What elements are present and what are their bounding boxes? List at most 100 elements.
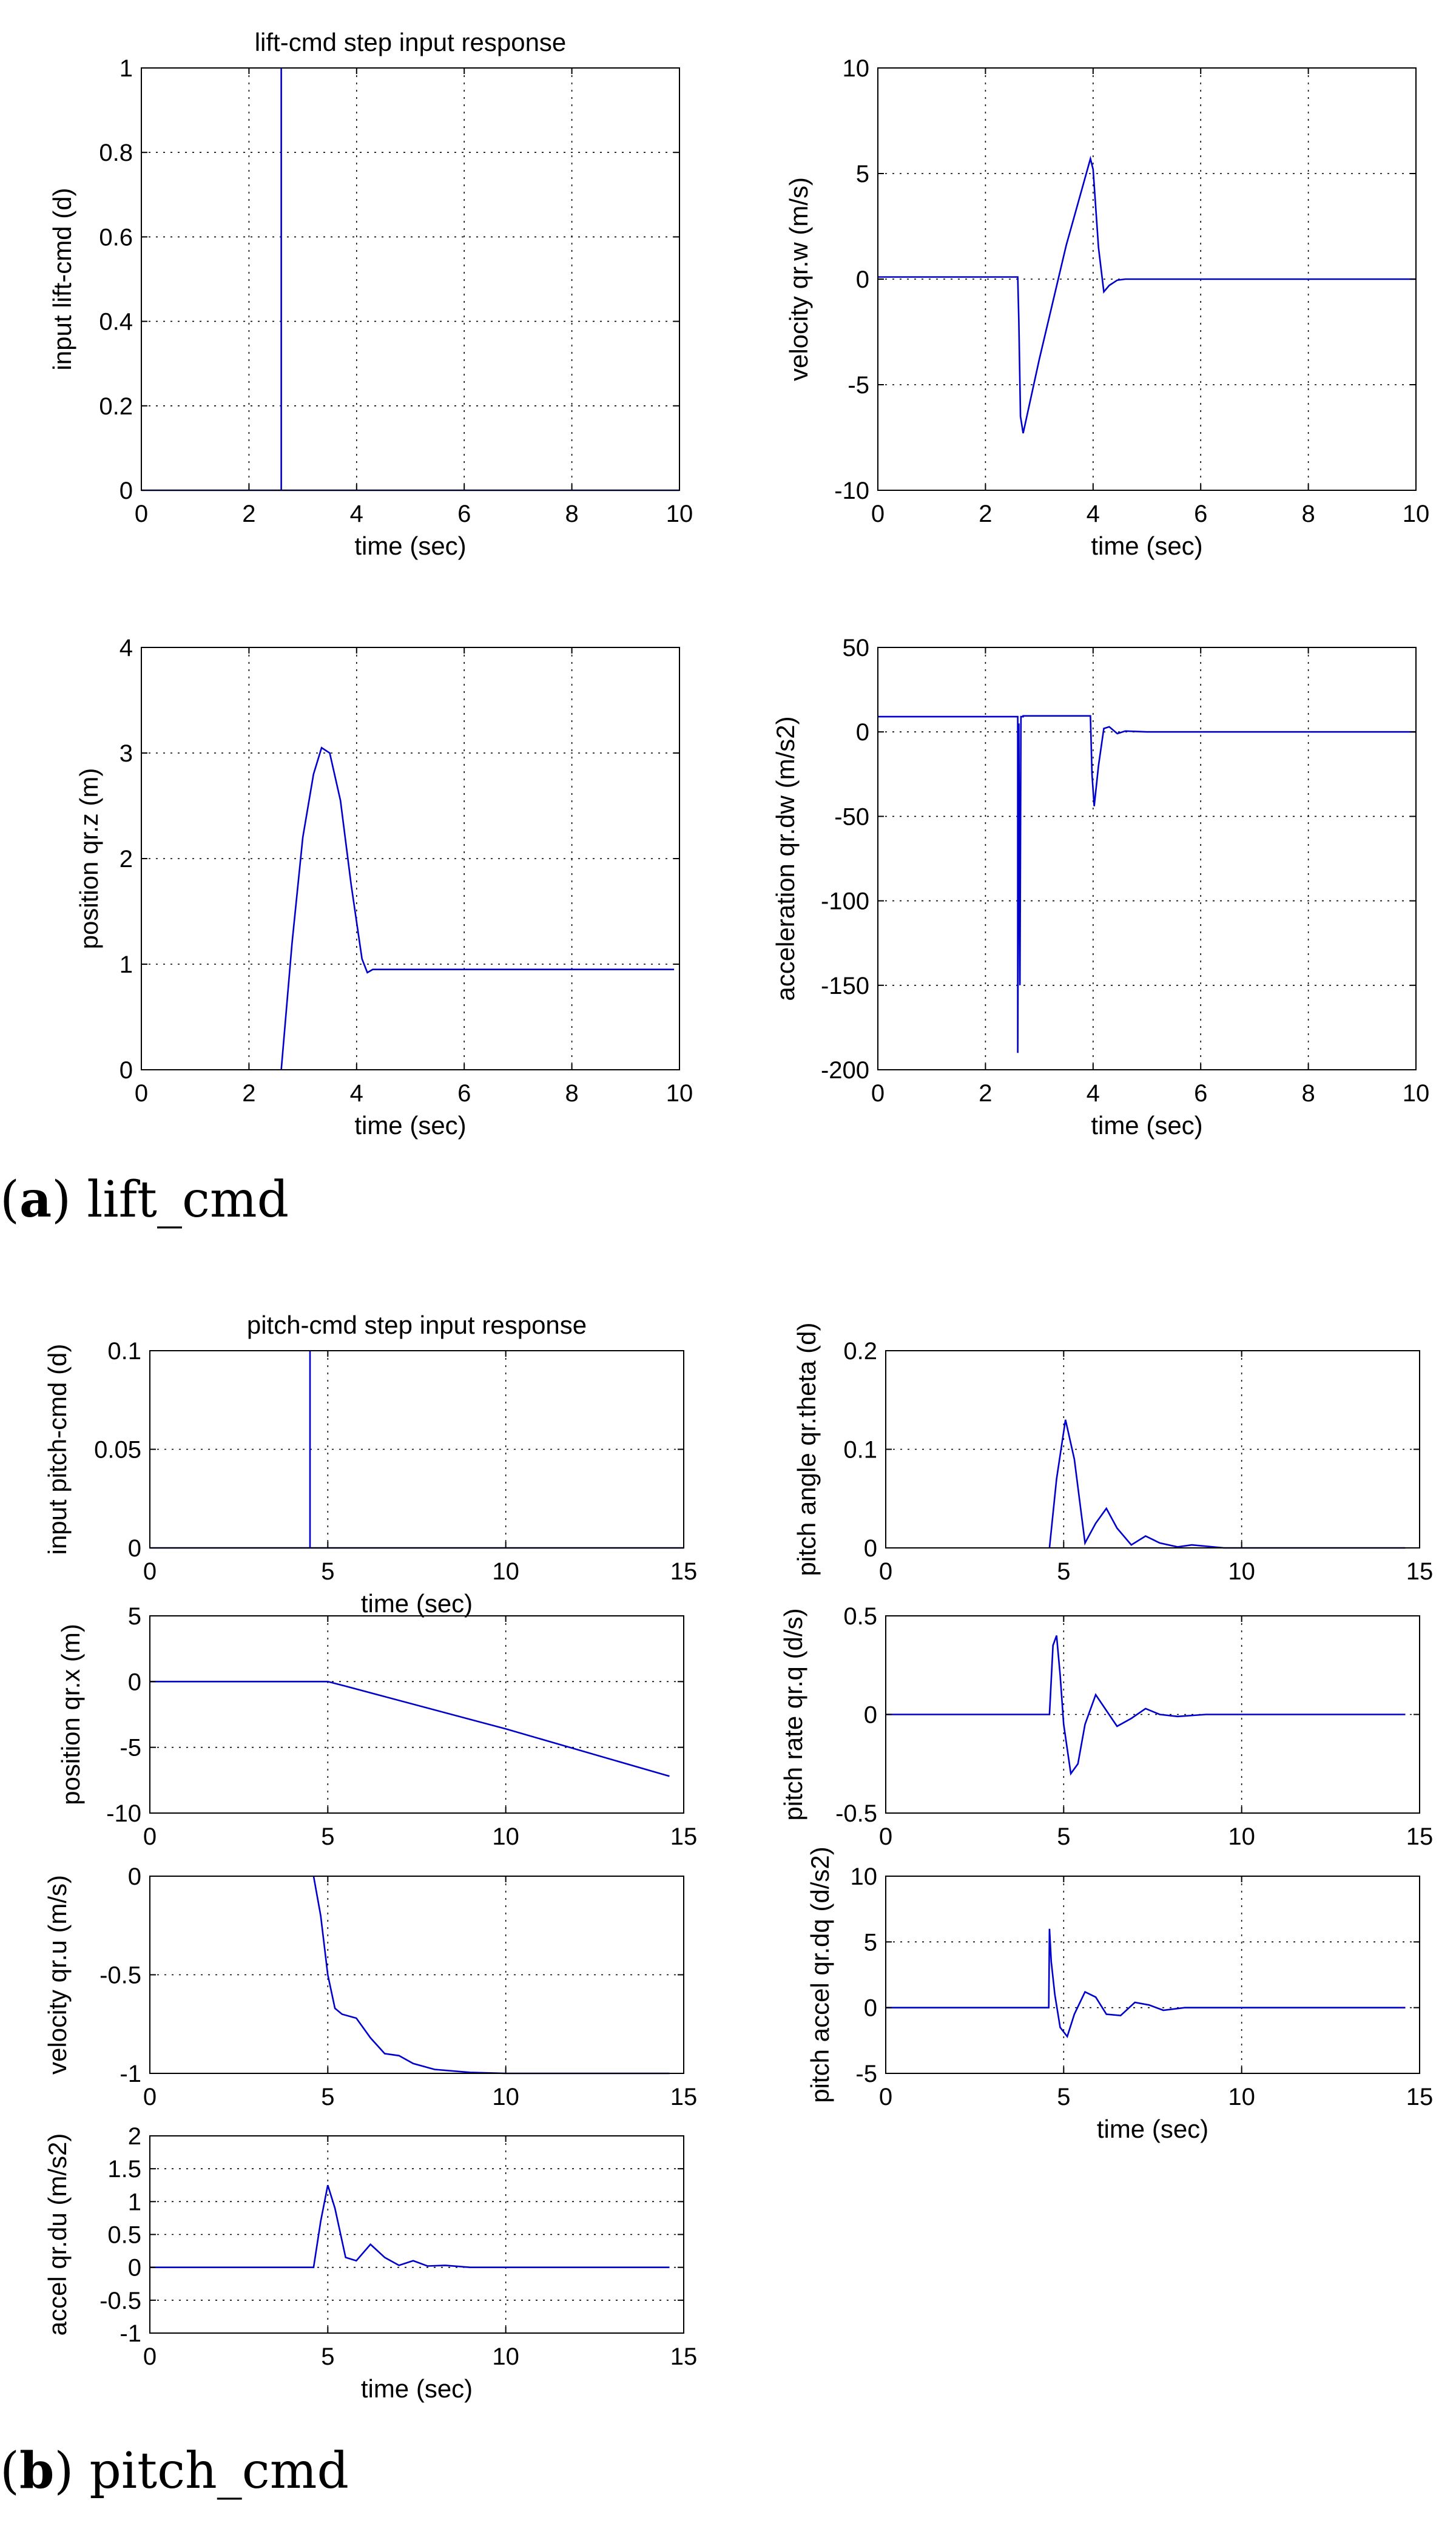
x-tick-label: 2 <box>979 1080 992 1107</box>
y-axis-label: velocity qr.w (m/s) <box>784 177 813 381</box>
y-tick-label: 5 <box>864 1929 877 1956</box>
y-tick-label: 1 <box>120 951 133 978</box>
x-tick-label: 5 <box>1057 1558 1070 1585</box>
x-tick-label: 4 <box>350 501 363 527</box>
x-tick-label: 2 <box>979 501 992 527</box>
y-axis-label: position qr.x (m) <box>56 1624 85 1805</box>
y-axis-label: velocity qr.u (m/s) <box>43 1875 72 2075</box>
chart-title: pitch-cmd step input response <box>247 1311 587 1339</box>
y-tick-label: 0.5 <box>843 1603 877 1630</box>
y-tick-label: -1 <box>120 2320 141 2347</box>
series-line-qr.w <box>878 155 1416 434</box>
x-tick-label: 0 <box>143 1823 157 1850</box>
y-tick-label: 0.6 <box>99 224 133 251</box>
x-axis-label: time (sec) <box>354 532 466 560</box>
series-line-qr.z <box>280 746 675 1070</box>
y-tick-label: 0 <box>856 266 869 293</box>
y-tick-label: 0 <box>864 1702 877 1729</box>
y-tick-label: 3 <box>120 740 133 767</box>
y-tick-label: 1 <box>128 2189 141 2215</box>
x-tick-label: 8 <box>565 1080 578 1107</box>
x-axis-label: time (sec) <box>1091 1111 1202 1140</box>
x-tick-label: 4 <box>350 1080 363 1107</box>
y-tick-label: 0.1 <box>107 1338 141 1365</box>
y-tick-label: 5 <box>856 161 869 187</box>
x-tick-label: 10 <box>492 1558 519 1585</box>
chart-b3: 0 5 10 15 -1 -0.5 0 velocity qr.u (m/s) <box>43 1863 697 2110</box>
y-tick-label: 0 <box>128 1669 141 1695</box>
x-axis-label: time (sec) <box>361 2374 473 2403</box>
x-tick-label: 0 <box>143 2084 157 2110</box>
x-axis-label: time (sec) <box>1091 532 1202 560</box>
x-tick-label: 15 <box>670 1558 698 1585</box>
x-tick-label: 0 <box>871 1080 885 1107</box>
x-tick-label: 15 <box>670 2084 698 2110</box>
y-axis-label: input pitch-cmd (d) <box>43 1344 72 1555</box>
y-tick-label: -10 <box>834 478 869 504</box>
series-line-qr.theta <box>1048 1419 1406 1549</box>
chart-b4: 0 5 10 15 -1 -0.5 0 0.5 1 1.5 2 time (sec) accel qr.… <box>43 2123 697 2403</box>
x-tick-label: 2 <box>242 501 255 527</box>
x-tick-label: 6 <box>1194 501 1207 527</box>
x-tick-label: 5 <box>321 2084 334 2110</box>
chart-a4: 0 2 4 6 8 10 -200 -150 -100 -50 0 50 time (sec) accel… <box>771 635 1429 1140</box>
y-tick-label: 4 <box>120 635 133 661</box>
y-tick-label: 5 <box>128 1603 141 1630</box>
y-tick-label: -200 <box>821 1057 869 1084</box>
x-tick-label: 0 <box>143 2343 157 2370</box>
x-tick-label: 5 <box>1057 1823 1070 1850</box>
x-tick-label: 0 <box>135 501 148 527</box>
y-tick-label: -0.5 <box>835 1800 877 1827</box>
x-tick-label: 10 <box>666 501 693 527</box>
y-tick-label: -5 <box>848 372 869 399</box>
chart-title: lift-cmd step input response <box>255 28 567 56</box>
chart-a3: 0 2 4 6 8 10 0 1 2 3 4 time (sec) position qr.z (m) <box>75 635 693 1140</box>
x-tick-label: 6 <box>457 1080 471 1107</box>
x-tick-label: 8 <box>1301 501 1315 527</box>
series-line-qr.u <box>312 1876 670 2075</box>
x-tick-label: 0 <box>135 1080 148 1107</box>
chart-a1: 0 2 4 6 8 10 0 0.2 0.4 0.6 0.8 1 lift-cmd step input… <box>48 28 693 560</box>
series-line-qr.dq <box>886 1928 1406 2039</box>
y-tick-label: -1 <box>120 2061 141 2087</box>
y-tick-label: 2 <box>128 2123 141 2150</box>
series-line-lift-cmd <box>141 68 679 491</box>
x-tick-label: 10 <box>666 1080 693 1107</box>
y-tick-label: -150 <box>821 973 869 999</box>
x-tick-label: 10 <box>1403 1080 1430 1107</box>
y-tick-label: -5 <box>855 2061 877 2087</box>
x-tick-label: 15 <box>1406 1558 1434 1585</box>
chart-a2: 0 2 4 6 8 10 -10 -5 0 5 10 time (sec) velocity qr.w … <box>784 55 1429 560</box>
x-tick-label: 15 <box>1406 1823 1434 1850</box>
caption-b-text: pitch_cmd <box>89 2442 349 2500</box>
y-axis-label: acceleration qr.dw (m/s2) <box>771 716 800 1001</box>
caption-b: (b) pitch_cmd <box>0 2442 349 2500</box>
caption-a-letter: a <box>19 1170 52 1229</box>
caption-a-text: lift_cmd <box>87 1171 289 1229</box>
chart-b2: 0 5 10 15 -10 -5 0 5 position qr.x (m) <box>56 1603 697 1850</box>
x-tick-label: 10 <box>492 2084 519 2110</box>
y-tick-label: 0 <box>128 1863 141 1890</box>
y-tick-label: 1.5 <box>107 2156 141 2183</box>
y-tick-label: 0.4 <box>99 309 133 336</box>
x-tick-label: 10 <box>492 2343 519 2370</box>
y-tick-label: 50 <box>843 635 870 661</box>
y-tick-label: 0.8 <box>99 140 133 166</box>
x-tick-label: 10 <box>1403 501 1430 527</box>
y-tick-label: 0.5 <box>107 2222 141 2249</box>
y-tick-label: 10 <box>851 1863 878 1890</box>
x-tick-label: 4 <box>1087 501 1100 527</box>
y-tick-label: 10 <box>843 55 870 82</box>
y-axis-label: pitch angle qr.theta (d) <box>792 1323 821 1576</box>
chart-b5: 0 5 10 15 0 0.1 0.2 pitch angle qr.theta (d) <box>792 1323 1433 1585</box>
y-tick-label: -5 <box>120 1735 141 1761</box>
x-tick-label: 5 <box>1057 2084 1070 2110</box>
x-tick-label: 15 <box>670 1823 698 1850</box>
y-tick-label: 0.1 <box>843 1437 877 1464</box>
caption-a: (a) lift_cmd <box>0 1170 289 1229</box>
y-tick-label: 0 <box>128 2255 141 2282</box>
axes-frame <box>141 67 680 491</box>
series-line-qr.du <box>150 2184 670 2268</box>
x-tick-label: 6 <box>457 501 471 527</box>
